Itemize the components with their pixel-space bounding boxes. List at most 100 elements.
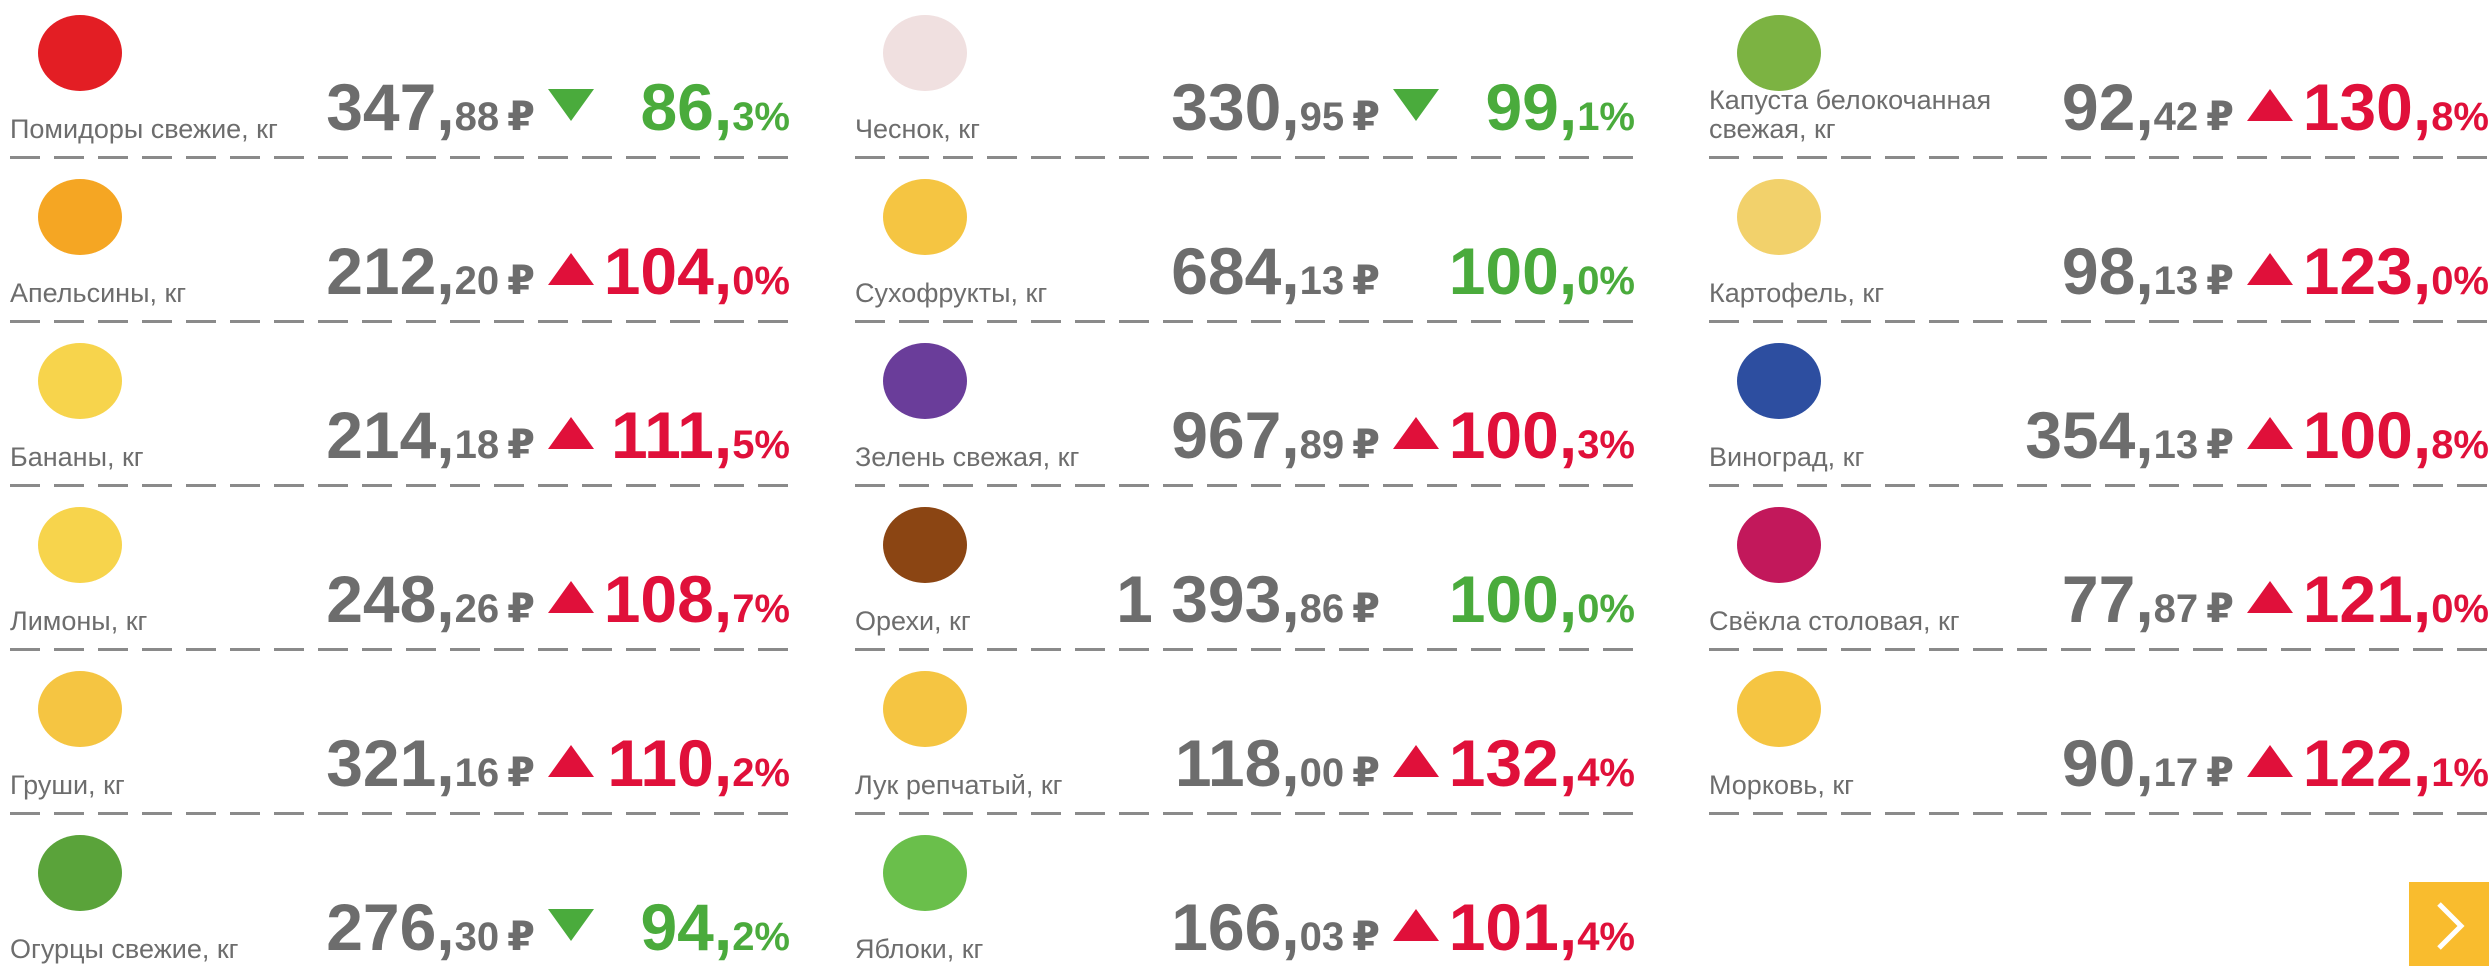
price-row: Зелень свежая, кг 967,89 ₽100,3%	[845, 323, 1635, 487]
price-integer: 90,	[2061, 726, 2154, 800]
price-integer: 118,	[1174, 726, 1300, 800]
price-integer: 354,	[2025, 398, 2154, 472]
price-integer: 1 393,	[1116, 562, 1300, 636]
dashed-divider	[10, 812, 790, 815]
price-decimal: 16	[454, 751, 500, 795]
product-icon	[1737, 179, 1821, 255]
change-percent: 122,1%	[2303, 725, 2489, 801]
percent-integer: 121,	[2302, 562, 2432, 636]
product-name: Груши, кг	[10, 770, 125, 801]
dashed-divider	[855, 648, 1635, 651]
change-percent: 111,5%	[611, 397, 790, 473]
percent-integer: 100,	[1448, 234, 1578, 308]
price-decimal: 00	[1299, 751, 1345, 795]
currency: ₽	[507, 423, 535, 467]
percent-decimal: 4%	[1577, 915, 1635, 959]
currency: ₽	[2206, 423, 2234, 467]
price-integer: 77,	[2061, 562, 2154, 636]
price-integer: 967,	[1171, 398, 1300, 472]
price-decimal: 87	[2153, 587, 2199, 631]
percent-integer: 130,	[2302, 70, 2432, 144]
percent-decimal: 5%	[732, 423, 790, 467]
percent-integer: 94,	[640, 890, 733, 964]
product-icon	[38, 671, 122, 747]
trend-arrow	[2247, 89, 2293, 121]
trend-arrow	[2247, 581, 2293, 613]
percent-decimal: 0%	[2431, 259, 2489, 303]
percent-decimal: 8%	[2431, 95, 2489, 139]
trend-arrow	[548, 253, 594, 285]
currency: ₽	[1352, 751, 1380, 795]
product-icon	[883, 835, 967, 911]
change-percent: 132,4%	[1449, 725, 1635, 801]
price-integer: 212,	[326, 234, 455, 308]
percent-integer: 108,	[603, 562, 733, 636]
price: 248,26 ₽	[326, 561, 535, 637]
currency: ₽	[2206, 95, 2234, 139]
price: 321,16 ₽	[326, 725, 535, 801]
price: 166,03 ₽	[1171, 889, 1380, 965]
percent-integer: 111,	[611, 398, 733, 472]
trend-arrow	[548, 581, 594, 613]
dashed-divider	[1709, 320, 2489, 323]
trend-arrow	[548, 417, 594, 449]
change-percent: 104,0%	[604, 233, 790, 309]
percent-decimal: 1%	[2431, 751, 2489, 795]
change-percent: 108,7%	[604, 561, 790, 637]
product-name: Яблоки, кг	[855, 934, 984, 965]
change-percent: 121,0%	[2303, 561, 2489, 637]
trend-arrow	[548, 89, 594, 121]
change-percent: 110,2%	[607, 725, 790, 801]
dashed-divider	[855, 320, 1635, 323]
product-name: Виноград, кг	[1709, 442, 1865, 473]
price-row: Капуста белокочанная свежая, кг 92,42 ₽130…	[1699, 0, 2489, 159]
product-icon	[1737, 343, 1821, 419]
product-name: Чеснок, кг	[855, 114, 980, 145]
price-decimal: 95	[1299, 95, 1345, 139]
percent-decimal: 7%	[732, 587, 790, 631]
product-name: Свёкла столовая, кг	[1709, 606, 1960, 637]
product-icon	[883, 343, 967, 419]
percent-integer: 99,	[1485, 70, 1578, 144]
currency: ₽	[507, 751, 535, 795]
price: 276,30 ₽	[326, 889, 535, 965]
currency: ₽	[1352, 95, 1380, 139]
trend-arrow	[548, 909, 594, 941]
product-name: Картофель, кг	[1709, 278, 1885, 309]
price-integer: 248,	[326, 562, 455, 636]
price: 77,87 ₽	[2062, 561, 2234, 637]
dashed-divider	[855, 812, 1635, 815]
percent-integer: 104,	[603, 234, 733, 308]
price-row: Картофель, кг 98,13 ₽123,0%	[1699, 159, 2489, 323]
price-integer: 347,	[326, 70, 455, 144]
price: 684,13 ₽	[1171, 233, 1380, 309]
price: 1 393,86 ₽	[1116, 561, 1380, 637]
product-icon	[38, 343, 122, 419]
change-percent: 100,0%	[1449, 233, 1635, 309]
percent-integer: 86,	[640, 70, 733, 144]
price-row: Яблоки, кг 166,03 ₽ 101,4%	[845, 815, 1635, 979]
price-row: Чеснок, кг 330,95 ₽99,1%	[845, 0, 1635, 159]
currency: ₽	[1352, 423, 1380, 467]
percent-integer: 123,	[2302, 234, 2432, 308]
price: 347,88 ₽	[326, 69, 535, 145]
price-integer: 92,	[2061, 70, 2154, 144]
product-icon	[883, 15, 967, 91]
price-integer: 684,	[1171, 234, 1300, 308]
currency: ₽	[1352, 259, 1380, 303]
price-decimal: 18	[454, 423, 500, 467]
currency: ₽	[507, 259, 535, 303]
percent-integer: 122,	[2302, 726, 2432, 800]
price-decimal: 03	[1299, 915, 1345, 959]
next-button[interactable]	[2409, 882, 2489, 966]
dashed-divider	[10, 156, 790, 159]
change-percent: 123,0%	[2303, 233, 2489, 309]
percent-decimal: 2%	[732, 915, 790, 959]
product-icon	[38, 835, 122, 911]
price-row: Орехи, кг 1 393,86 ₽100,0%	[845, 487, 1635, 651]
change-percent: 100,3%	[1449, 397, 1635, 473]
currency: ₽	[1352, 915, 1380, 959]
percent-integer: 101,	[1448, 890, 1578, 964]
price: 212,20 ₽	[326, 233, 535, 309]
